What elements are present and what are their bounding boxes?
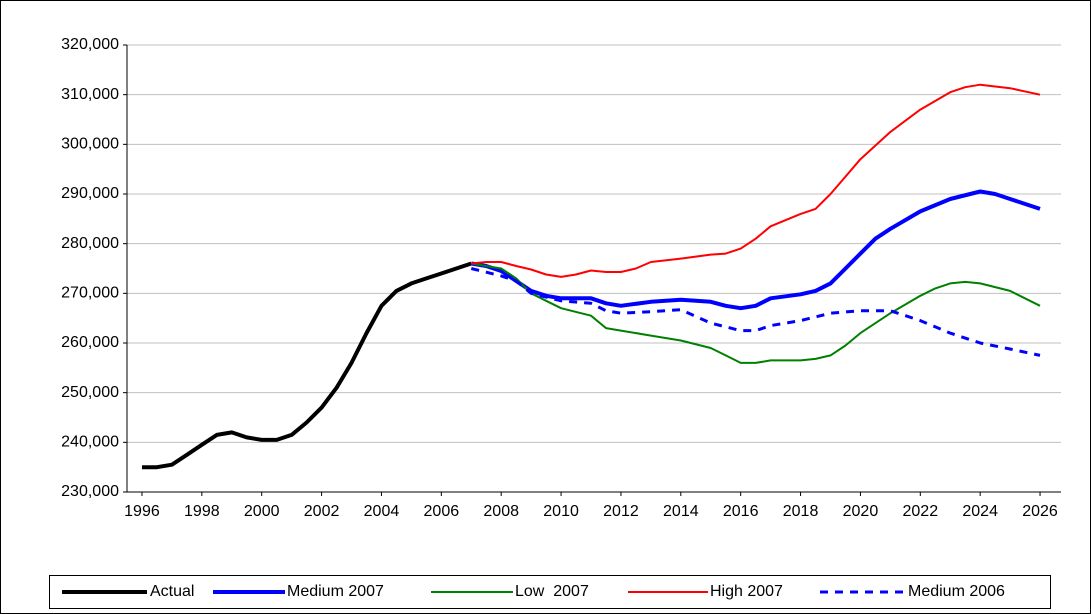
x-tick-label: 2026 bbox=[1022, 503, 1058, 520]
y-tick-label: 260,000 bbox=[61, 334, 119, 351]
x-tick-label: 2002 bbox=[304, 503, 340, 520]
series-line bbox=[142, 261, 472, 470]
x-tick-label: 2010 bbox=[543, 503, 579, 520]
y-tick-label: 300,000 bbox=[61, 136, 119, 153]
x-tick-label: 2004 bbox=[364, 503, 400, 520]
x-tick-label: 2018 bbox=[783, 503, 819, 520]
series-line bbox=[471, 83, 1041, 278]
y-tick-label: 270,000 bbox=[61, 285, 119, 302]
y-tick-label: 250,000 bbox=[61, 384, 119, 401]
x-tick-label: 2008 bbox=[483, 503, 519, 520]
x-tick-label: 2020 bbox=[843, 503, 879, 520]
x-tick-label: 2022 bbox=[903, 503, 939, 520]
x-tick-label: 2000 bbox=[244, 503, 280, 520]
x-tick-label: 1998 bbox=[184, 503, 220, 520]
legend-label: Actual bbox=[150, 583, 194, 600]
y-tick-label: 310,000 bbox=[61, 86, 119, 103]
legend-label: Medium 2006 bbox=[908, 583, 1005, 600]
y-tick-label: 230,000 bbox=[61, 483, 119, 500]
y-tick-label: 320,000 bbox=[61, 36, 119, 53]
x-tick-label: 1996 bbox=[124, 503, 160, 520]
x-tick-label: 2014 bbox=[663, 503, 699, 520]
y-tick-label: 240,000 bbox=[61, 434, 119, 451]
series-line bbox=[471, 262, 1041, 364]
y-tick-label: 290,000 bbox=[61, 185, 119, 202]
x-tick-label: 2024 bbox=[962, 503, 998, 520]
x-tick-label: 2016 bbox=[723, 503, 759, 520]
legend-label: Medium 2007 bbox=[287, 583, 384, 600]
x-tick-label: 2012 bbox=[603, 503, 639, 520]
legend-label: High 2007 bbox=[710, 583, 783, 600]
legend-label: Low 2007 bbox=[515, 583, 589, 600]
x-tick-label: 2006 bbox=[424, 503, 460, 520]
y-tick-label: 280,000 bbox=[61, 235, 119, 252]
